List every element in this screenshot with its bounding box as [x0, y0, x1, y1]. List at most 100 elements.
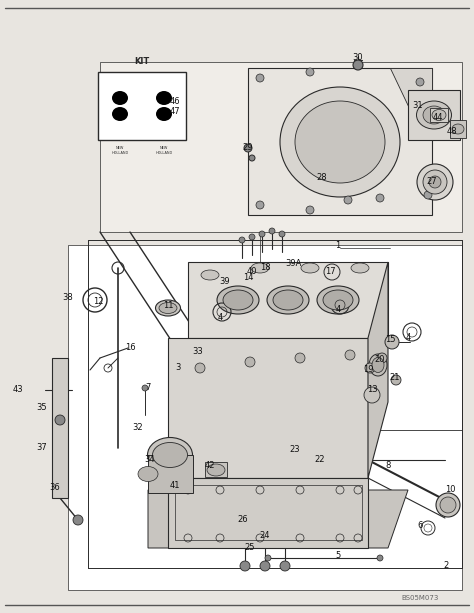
Ellipse shape	[280, 87, 400, 197]
Text: 2: 2	[443, 560, 448, 569]
Bar	[430, 108, 448, 122]
Circle shape	[256, 201, 264, 209]
Ellipse shape	[323, 290, 353, 310]
Circle shape	[269, 228, 275, 234]
Ellipse shape	[156, 91, 172, 105]
Ellipse shape	[217, 286, 259, 314]
Polygon shape	[100, 62, 462, 232]
Ellipse shape	[372, 357, 384, 373]
Circle shape	[436, 493, 460, 517]
Text: 10: 10	[445, 485, 455, 495]
Text: 36: 36	[50, 484, 60, 492]
Ellipse shape	[432, 110, 446, 121]
Polygon shape	[188, 262, 388, 338]
Text: 23: 23	[290, 446, 301, 454]
Text: 40: 40	[247, 267, 257, 276]
Circle shape	[249, 234, 255, 240]
Text: 34: 34	[145, 455, 155, 465]
Text: 18: 18	[260, 264, 270, 273]
Ellipse shape	[369, 354, 387, 376]
Text: 47: 47	[170, 107, 180, 116]
Text: 44: 44	[433, 113, 443, 123]
Text: 29: 29	[243, 143, 253, 153]
Text: 24: 24	[260, 530, 270, 539]
Polygon shape	[148, 490, 408, 548]
Text: 20: 20	[375, 356, 385, 365]
Polygon shape	[168, 338, 368, 478]
Text: 43: 43	[13, 386, 23, 395]
Text: 32: 32	[133, 424, 143, 433]
Text: KIT: KIT	[134, 58, 150, 66]
Bar	[450, 120, 466, 138]
Circle shape	[259, 231, 265, 237]
Ellipse shape	[138, 466, 158, 481]
Circle shape	[429, 176, 441, 188]
Text: 46: 46	[170, 97, 180, 107]
Circle shape	[244, 144, 252, 152]
Circle shape	[345, 350, 355, 360]
Polygon shape	[248, 68, 432, 215]
Text: 15: 15	[385, 335, 395, 345]
Text: 37: 37	[36, 443, 47, 452]
Circle shape	[265, 555, 271, 561]
Text: 42: 42	[205, 460, 215, 470]
Circle shape	[142, 385, 148, 391]
Text: NEW
HOLLAND: NEW HOLLAND	[155, 146, 173, 154]
Circle shape	[385, 335, 399, 349]
Circle shape	[256, 74, 264, 82]
Polygon shape	[98, 72, 186, 140]
Circle shape	[306, 68, 314, 76]
Circle shape	[344, 196, 352, 204]
Text: 33: 33	[192, 348, 203, 357]
Circle shape	[280, 561, 290, 571]
Circle shape	[365, 363, 375, 373]
Text: 38: 38	[63, 294, 73, 302]
Bar	[205, 462, 227, 477]
Circle shape	[416, 78, 424, 86]
Circle shape	[240, 561, 250, 571]
Text: 48: 48	[447, 128, 457, 137]
Circle shape	[245, 357, 255, 367]
Text: 4: 4	[405, 333, 410, 343]
Circle shape	[295, 353, 305, 363]
Ellipse shape	[153, 443, 188, 468]
Text: 8: 8	[385, 460, 391, 470]
Polygon shape	[390, 68, 432, 110]
Polygon shape	[168, 478, 368, 548]
Text: 14: 14	[243, 273, 253, 283]
Ellipse shape	[156, 107, 172, 121]
Circle shape	[364, 387, 380, 403]
Ellipse shape	[201, 270, 219, 280]
Ellipse shape	[417, 101, 452, 129]
Text: 6: 6	[417, 520, 423, 530]
Text: 22: 22	[315, 455, 325, 465]
Ellipse shape	[155, 300, 181, 316]
Circle shape	[377, 353, 387, 363]
Circle shape	[353, 60, 363, 70]
Polygon shape	[52, 358, 68, 498]
Text: 30: 30	[353, 53, 363, 63]
Text: 19: 19	[363, 365, 373, 375]
Text: 4: 4	[336, 305, 341, 314]
Text: 1: 1	[336, 240, 341, 249]
Ellipse shape	[267, 286, 309, 314]
Ellipse shape	[159, 302, 177, 313]
Circle shape	[376, 194, 384, 202]
Circle shape	[195, 363, 205, 373]
Ellipse shape	[251, 263, 269, 273]
Text: 41: 41	[170, 481, 180, 490]
Text: 28: 28	[317, 173, 328, 183]
Ellipse shape	[452, 124, 464, 134]
Bar	[408, 90, 460, 140]
Circle shape	[239, 237, 245, 243]
Polygon shape	[368, 262, 388, 478]
Circle shape	[306, 206, 314, 214]
Text: 25: 25	[245, 544, 255, 552]
Text: 4: 4	[218, 313, 223, 322]
Ellipse shape	[112, 107, 128, 121]
Text: 16: 16	[125, 343, 135, 352]
Ellipse shape	[147, 438, 192, 473]
Text: 11: 11	[163, 300, 173, 310]
Circle shape	[260, 561, 270, 571]
Ellipse shape	[317, 286, 359, 314]
